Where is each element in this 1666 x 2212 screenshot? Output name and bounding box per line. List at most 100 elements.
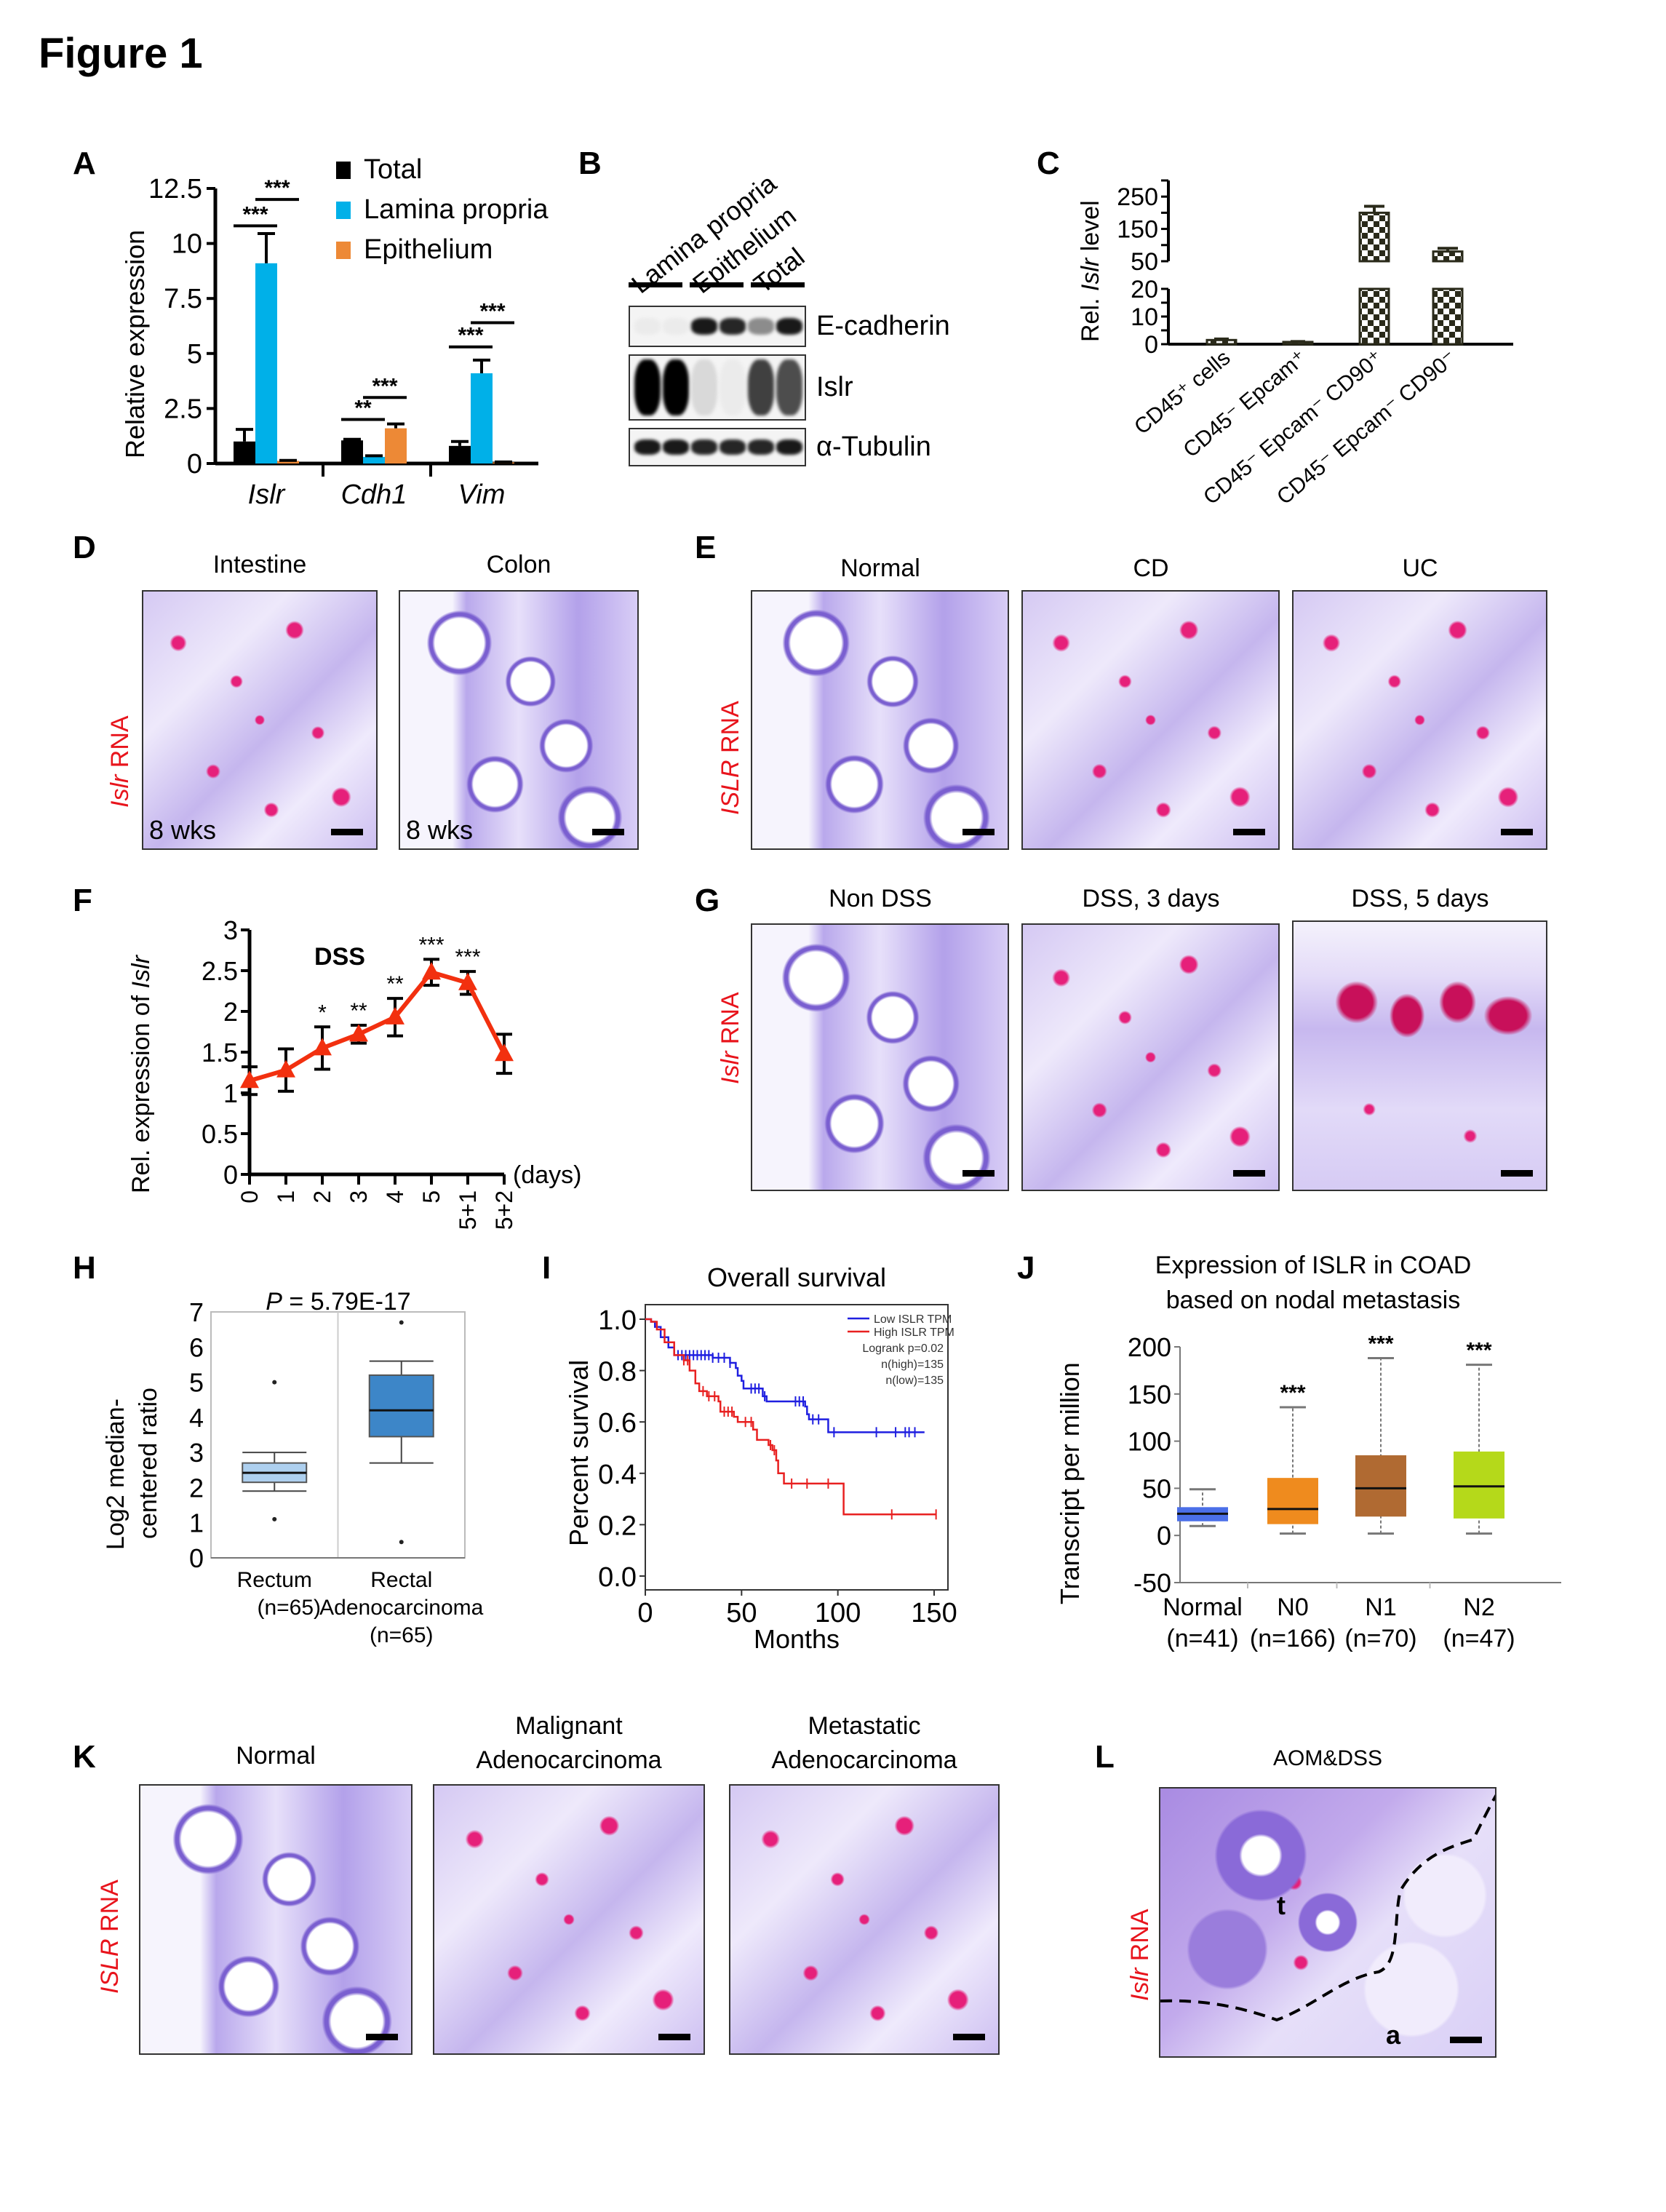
panel-label-e: E — [695, 530, 717, 565]
image-title-malignant-line1: Malignant — [515, 1712, 623, 1740]
data-point — [495, 1043, 514, 1062]
y-tick-label: 0.0 — [598, 1562, 637, 1593]
scale-bar — [366, 2034, 398, 2040]
data-point — [240, 1070, 259, 1089]
group-label: (n=65) — [257, 1596, 321, 1620]
x-tick-label: 2 — [309, 1190, 335, 1204]
row-label-gene: ISLR — [96, 1938, 124, 1994]
row-label-suffix: RNA — [1126, 1909, 1154, 1968]
data-point — [349, 1024, 368, 1042]
group-label: N1 — [1365, 1594, 1396, 1621]
lane-group-bar — [751, 282, 805, 287]
image-title-uc: UC — [1402, 554, 1438, 582]
bar — [255, 263, 277, 464]
micrograph-normal-colon — [139, 1784, 412, 2055]
significance-label: *** — [479, 299, 505, 323]
box — [1454, 1451, 1504, 1519]
blot-band — [663, 318, 689, 335]
y-tick-label: 5 — [187, 339, 202, 370]
y-tick-label: 0 — [1144, 331, 1158, 359]
scale-bar — [1501, 1170, 1533, 1177]
y-tick-label: 100 — [1128, 1427, 1171, 1457]
scale-bar — [658, 2034, 690, 2040]
blot-band — [634, 439, 661, 455]
y-tick-label: 3 — [223, 915, 238, 945]
x-tick-label: 50 — [726, 1598, 757, 1628]
x-tick-label: 1 — [273, 1190, 299, 1204]
image-title-intestine: Intestine — [212, 551, 307, 578]
row-label-suffix: RNA — [96, 1879, 124, 1939]
lane-group-bar — [629, 282, 682, 287]
chart-i-xlabel: Months — [753, 1624, 840, 1654]
y-tick-label: 0.8 — [598, 1357, 637, 1388]
panel-label-l: L — [1095, 1739, 1115, 1775]
box — [368, 1374, 434, 1438]
scale-bar — [953, 2034, 985, 2040]
chart-h-title: P = 5.79E-17 — [266, 1288, 410, 1316]
annotation: n(low)=135 — [885, 1374, 944, 1387]
x-tick-label: 4 — [382, 1190, 408, 1204]
y-tick-label: 0 — [187, 449, 202, 480]
blot-band — [720, 318, 746, 335]
band-label: Islr — [816, 371, 853, 402]
image-title-normal: Normal — [840, 554, 920, 582]
group-label: Normal — [1163, 1594, 1243, 1621]
bar — [234, 441, 255, 464]
scale-bar — [1233, 829, 1265, 835]
region-label-adjacent: a — [1386, 2020, 1401, 2050]
y-tick-label: 150 — [1128, 1380, 1171, 1409]
chart-f-title: DSS — [314, 943, 365, 971]
panel-label-h: H — [73, 1250, 96, 1286]
category-label: Vim — [458, 480, 506, 510]
outlier — [272, 1516, 277, 1521]
panel-label-g: G — [695, 883, 720, 918]
x-tick-label: 150 — [911, 1598, 957, 1628]
box — [1267, 1478, 1318, 1524]
significance-label: ** — [354, 397, 372, 421]
blot-band — [634, 359, 661, 416]
scale-bar — [1450, 2037, 1482, 2043]
chart-j-title-line1: Expression of ISLR in COAD — [1155, 1252, 1472, 1279]
blot-band — [776, 359, 802, 416]
image-title-colon: Colon — [486, 551, 551, 578]
significance-label: *** — [242, 202, 268, 226]
panel-label-i: I — [542, 1250, 551, 1286]
significance-label: *** — [1466, 1339, 1491, 1363]
lane-group-bar — [690, 282, 744, 287]
bar — [277, 461, 299, 464]
y-tick-label: 1 — [223, 1078, 238, 1108]
blot-band — [748, 318, 774, 335]
micrograph-aom-dss: t a — [1159, 1787, 1496, 2058]
significance-label: *** — [455, 945, 480, 969]
group-label: Rectum — [237, 1568, 312, 1592]
age-annotation: 8 wks — [149, 815, 217, 845]
y-tick-label: 1.5 — [202, 1038, 238, 1067]
x-tick-label: 5 — [418, 1190, 445, 1204]
y-tick-label: 7.5 — [164, 284, 202, 314]
scale-bar — [962, 829, 995, 835]
data-point — [422, 962, 441, 980]
y-tick-label: 200 — [1128, 1332, 1171, 1362]
region-label-tumor: t — [1277, 1890, 1286, 1920]
y-tick-label: 1.0 — [598, 1305, 637, 1336]
band-label: α-Tubulin — [816, 431, 931, 462]
y-tick-label: 0.5 — [202, 1119, 238, 1149]
x-tick-label: 0 — [236, 1190, 263, 1204]
image-title-dss-3-days: DSS, 3 days — [1082, 885, 1220, 912]
group-label: Adenocarcinoma — [319, 1596, 483, 1620]
y-tick-label: 0 — [1157, 1521, 1171, 1551]
data-point — [458, 972, 477, 990]
category-label: Islr — [248, 480, 286, 510]
y-tick-label: 250 — [1117, 183, 1158, 211]
chart-j-ylabel: Transcript per million — [1055, 1362, 1085, 1604]
data-point — [386, 1006, 404, 1025]
data-point — [313, 1038, 332, 1056]
blot-strip — [629, 428, 806, 466]
micrograph-malignant-adenocarcinoma — [433, 1784, 705, 2055]
blot-band — [776, 439, 802, 455]
x-tick-label: 100 — [815, 1598, 861, 1628]
